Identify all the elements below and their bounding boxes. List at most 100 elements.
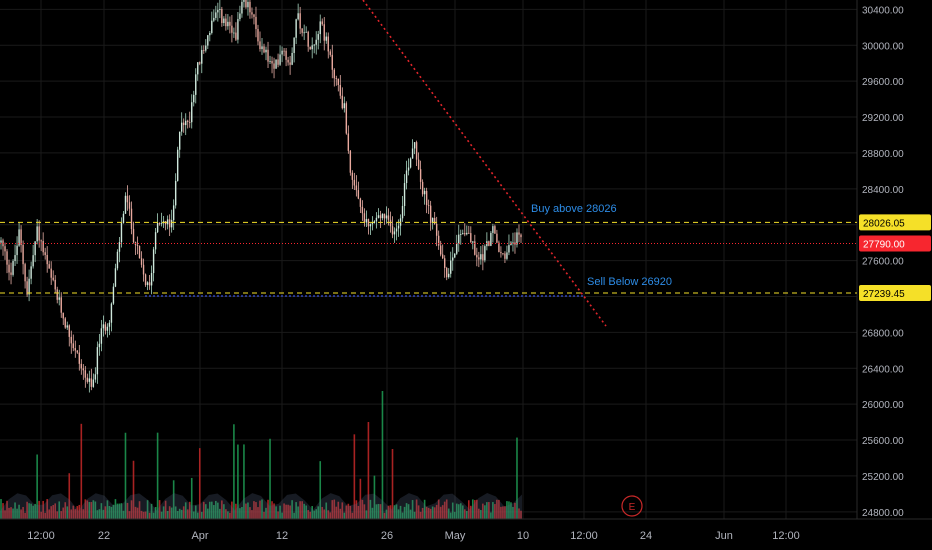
lower-price-label-text: 27239.45	[863, 289, 905, 300]
volume-bar	[301, 501, 303, 519]
volume-bar	[166, 510, 169, 519]
candle-body	[287, 59, 289, 63]
volume-bar	[24, 512, 26, 519]
volume-bar	[480, 509, 482, 519]
candle-body	[319, 21, 321, 35]
candle-body	[54, 279, 56, 290]
candle-body	[195, 74, 197, 95]
volume-bar	[275, 506, 277, 519]
candle-body	[355, 185, 358, 191]
volume-bar	[373, 475, 376, 519]
candle-body	[247, 1, 249, 8]
volume-bar	[395, 504, 398, 519]
candle-body	[209, 32, 211, 36]
volume-bar	[2, 503, 4, 519]
volume-bar	[257, 507, 259, 519]
volume-bar	[118, 503, 121, 519]
volume-bar	[518, 508, 520, 519]
candle-body	[427, 205, 430, 206]
volume-bar	[38, 500, 40, 519]
candle-body	[492, 226, 494, 233]
candle-body	[462, 233, 464, 235]
y-tick-label: 28400.00	[862, 185, 904, 196]
candle-body	[136, 244, 139, 246]
volume-bar	[80, 423, 83, 519]
volume-bar	[102, 509, 105, 519]
candle-body	[484, 246, 486, 261]
volume-bar	[516, 437, 518, 519]
candle-body	[221, 9, 223, 24]
candle-body	[237, 19, 239, 40]
volume-bar	[192, 511, 195, 519]
candle-body	[187, 120, 189, 123]
candle-body	[263, 46, 265, 53]
candle-body	[291, 52, 293, 65]
volume-bar	[255, 502, 257, 519]
volume-bar	[221, 500, 223, 519]
candle-body	[518, 232, 520, 235]
candle-body	[102, 324, 105, 329]
volume-bar	[22, 506, 24, 519]
volume-bar	[215, 500, 217, 519]
candle-body	[283, 50, 285, 52]
candle-body	[44, 252, 46, 255]
upper-price-label: 28026.05	[859, 214, 931, 231]
candle-body	[389, 219, 392, 227]
volume-bar	[397, 509, 400, 519]
candle-body	[166, 219, 169, 225]
volume-bar	[78, 504, 81, 519]
candle-body	[245, 0, 247, 8]
candle-body	[257, 29, 259, 42]
volume-bar	[136, 507, 139, 519]
candle-body	[40, 240, 42, 242]
volume-bar	[512, 506, 514, 519]
candle-body	[253, 14, 255, 17]
volume-bar	[271, 501, 273, 519]
candle-body	[275, 59, 277, 69]
current-price-label: 27790.00	[859, 235, 931, 252]
volume-bar	[8, 507, 10, 519]
volume-bar	[279, 505, 281, 519]
candle-body	[231, 25, 233, 33]
candle-body	[397, 225, 400, 229]
volume-bar	[365, 510, 368, 519]
volume-bar	[104, 506, 107, 519]
volume-bars	[0, 391, 522, 519]
volume-bar	[84, 499, 87, 519]
volume-bar	[323, 509, 326, 519]
earnings-event-marker[interactable]: E	[621, 495, 643, 517]
candle-body	[64, 318, 66, 328]
volume-bar	[409, 509, 412, 519]
volume-bar	[74, 509, 77, 519]
candle-body	[323, 24, 325, 41]
volume-bar	[303, 503, 305, 519]
y-tick-label: 29200.00	[862, 113, 904, 124]
volume-bar	[431, 506, 434, 519]
volume-bar	[307, 510, 309, 519]
volume-bar	[355, 500, 358, 519]
candle-body	[114, 268, 117, 287]
candle-body	[12, 260, 14, 275]
candle-body	[377, 215, 380, 218]
y-axis[interactable]: 30400.00 30000.00 29600.00 29200.00 28800.00…	[862, 5, 904, 518]
volume-bar	[425, 506, 428, 519]
candle-body	[337, 78, 339, 86]
volume-bar	[30, 503, 32, 519]
volume-bar	[20, 509, 22, 519]
volume-bar	[375, 504, 378, 519]
candle-body	[124, 195, 127, 214]
candle-body	[450, 260, 452, 274]
volume-bar	[178, 508, 181, 519]
candle-body	[62, 312, 64, 319]
candle-body	[176, 149, 179, 181]
x-axis[interactable]: 12:00 22 Apr 12 26 May 10 12:00 24 Jun 12:00	[0, 518, 932, 542]
candle-body	[315, 39, 317, 45]
candle-body	[120, 223, 123, 243]
candle-body	[359, 198, 362, 207]
volume-bar	[172, 480, 175, 519]
candle-body	[329, 51, 331, 55]
volume-bar	[349, 505, 352, 519]
candle-body	[325, 36, 327, 41]
candle-body	[58, 297, 60, 300]
